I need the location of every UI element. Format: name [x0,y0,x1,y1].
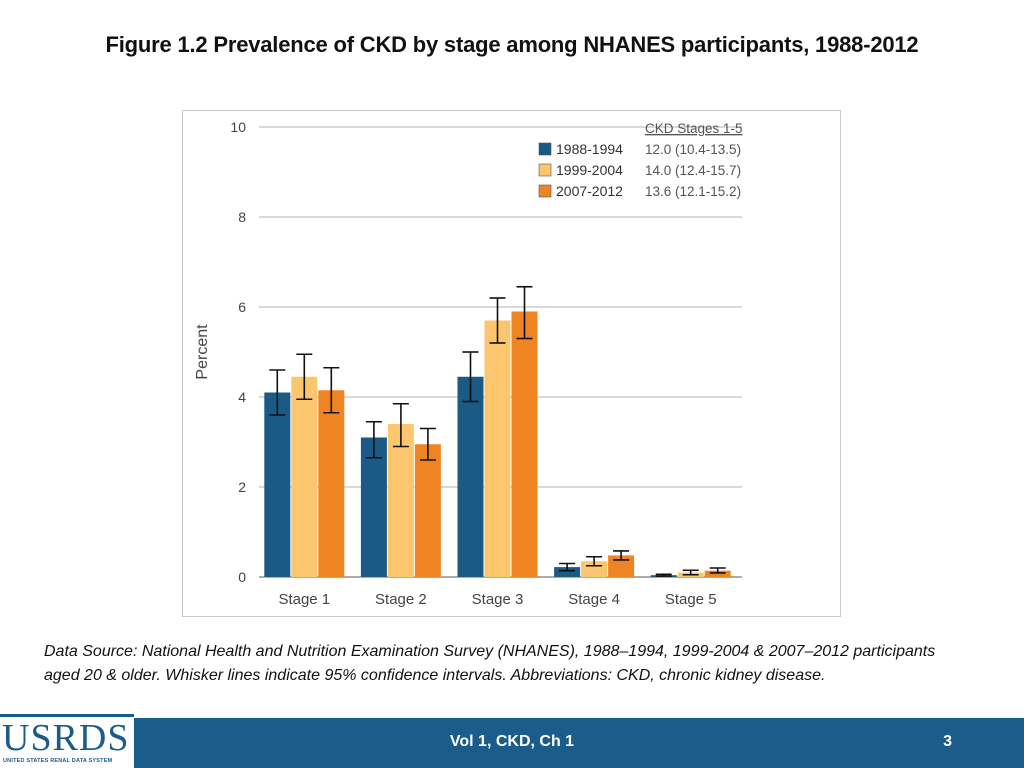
slide-title: Figure 1.2 Prevalence of CKD by stage am… [105,32,919,57]
x-tick-label-3: Stage 3 [472,591,524,608]
y-tick-label-8: 8 [238,209,246,225]
legend-label-1999-2004: 1999-2004 [556,162,623,178]
legend-stat-1988-1994: 12.0 (10.4-13.5) [645,142,741,157]
bar-stage-2-1999-2004 [387,424,414,577]
legend-swatch-2007-2012 [538,184,552,198]
bar-stage-2-2007-2012 [414,444,441,577]
footer-bar: Vol 1, CKD, Ch 1 3 [0,718,1024,768]
usrds-logo: USRDS UNITED STATES RENAL DATA SYSTEM [0,714,134,768]
legend-header: CKD Stages 1-5 [645,121,743,136]
bar-stage-4-1988-1994 [554,567,581,577]
bar-stage-2-1988-1994 [360,437,387,577]
legend-label-1988-1994: 1988-1994 [556,141,623,157]
y-tick-label-2: 2 [238,479,246,495]
legend-label-2007-2012: 2007-2012 [556,183,623,199]
y-tick-label-0: 0 [238,569,246,585]
bar-stage-1-1988-1994 [264,392,291,577]
logo-subtitle: UNITED STATES RENAL DATA SYSTEM [3,758,113,764]
legend-stat-1999-2004: 14.0 (12.4-15.7) [645,163,741,178]
x-tick-label-2: Stage 2 [375,591,427,608]
bar-stage-3-1988-1994 [457,376,484,577]
footer-volume-label: Vol 1, CKD, Ch 1 [449,733,575,750]
x-tick-label-5: Stage 5 [665,591,717,608]
page-number: 3 [943,733,952,750]
data-source-caption: Data Source: National Health and Nutriti… [44,643,936,684]
legend-stat-2007-2012: 13.6 (12.1-15.2) [645,184,741,199]
bar-stage-1-2007-2012 [318,390,345,577]
bar-stage-4-2007-2012 [608,555,635,577]
legend-swatch-1988-1994 [538,142,552,156]
bar-stage-1-1999-2004 [291,376,318,577]
bar-stage-3-2007-2012 [511,311,538,577]
x-tick-label-1: Stage 1 [278,591,330,608]
y-tick-label-4: 4 [238,389,246,405]
bar-stage-3-1999-2004 [484,320,511,577]
y-tick-label-10: 10 [230,119,246,135]
logo-wordmark: USRDS [2,717,130,759]
y-tick-label-6: 6 [238,299,246,315]
y-axis-label: Percent [194,324,211,380]
legend-swatch-1999-2004 [538,163,552,177]
x-tick-label-4: Stage 4 [568,591,620,608]
chart-svg: 0 2 4 6 8 10 Percent Stage 1 Stage 2 Stage 3 Stage… [194,119,743,608]
bar-stage-5-2007-2012 [704,570,731,577]
